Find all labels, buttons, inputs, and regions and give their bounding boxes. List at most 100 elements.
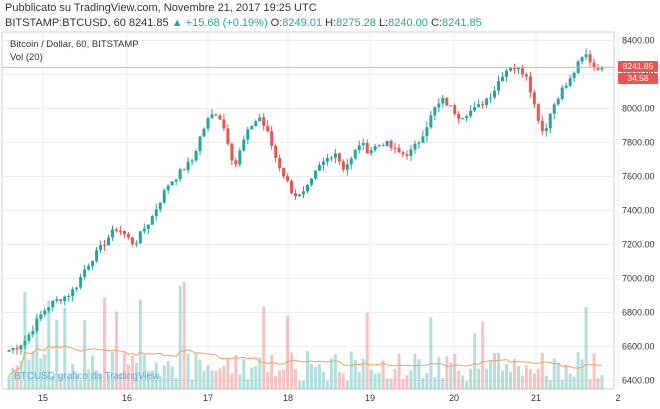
candle-body: [473, 107, 477, 111]
volume-bar: [528, 368, 532, 389]
volume-bar: [437, 356, 441, 389]
candle-body: [214, 114, 218, 116]
x-tick-label: 19: [365, 393, 375, 403]
volume-bar: [110, 352, 114, 389]
candle-body: [51, 300, 55, 308]
candle-body: [226, 128, 230, 144]
candle-body: [481, 104, 485, 106]
candle-body: [556, 98, 560, 105]
volume-bar: [540, 353, 544, 389]
volume-bar: [485, 368, 489, 389]
countdown-tag: 34:58: [618, 73, 658, 85]
candle-body: [421, 136, 425, 143]
candle-body: [174, 179, 178, 182]
y-tick-label: 6400.00: [622, 376, 655, 386]
candles: [7, 48, 604, 355]
candle-body: [588, 54, 592, 63]
volume-bar: [369, 369, 373, 389]
volume-bar: [377, 372, 381, 389]
candle-body: [457, 113, 461, 119]
volume-bar: [178, 285, 182, 389]
candle-body: [580, 57, 584, 62]
candle-body: [445, 98, 449, 106]
candle-body: [600, 67, 604, 70]
candle-body: [302, 191, 306, 195]
candle-body: [7, 349, 11, 352]
candle-body: [294, 193, 298, 197]
volume-bar: [230, 373, 234, 389]
candle-body: [23, 340, 27, 346]
volume-bar: [373, 373, 377, 389]
candle-body: [142, 228, 146, 232]
symbol-label: BITSTAMP:BTCUSD, 60: [5, 17, 126, 29]
volume-bar: [536, 368, 540, 389]
candle-body: [95, 250, 99, 262]
volume-bar: [445, 356, 449, 389]
candle-body: [429, 115, 433, 128]
candle-body: [166, 185, 170, 191]
candle-body: [15, 347, 19, 350]
price-axis[interactable]: 8400.008200.008000.007800.007600.007400.…: [622, 36, 655, 386]
volume-bar: [142, 355, 146, 389]
volume-bar: [409, 370, 413, 389]
candle-body: [381, 145, 385, 147]
volume-bar: [71, 363, 75, 389]
volume-bar: [449, 362, 453, 389]
high-value: 8275.28: [336, 17, 376, 29]
volume-legend: Vol (20): [10, 52, 43, 63]
candle-body: [357, 145, 361, 151]
candle-body: [186, 161, 190, 171]
candle-body: [345, 164, 349, 170]
candle-body: [504, 70, 508, 77]
volume-bar: [146, 370, 150, 389]
candle-body: [290, 180, 294, 194]
candle-body: [67, 296, 71, 298]
volume-bar: [162, 365, 166, 389]
candle-body: [385, 140, 389, 146]
volume-bar: [600, 375, 604, 389]
volume-bar: [481, 321, 485, 389]
candle-body: [262, 117, 266, 126]
volume-bar: [397, 353, 401, 389]
candle-body: [75, 287, 79, 290]
volume-bar: [130, 356, 134, 389]
volume-bar: [158, 376, 162, 389]
volume-bar: [222, 365, 226, 389]
candle-body: [524, 74, 528, 77]
candle-body: [118, 230, 122, 232]
candle-body: [373, 146, 377, 151]
candle-body: [27, 334, 31, 341]
candle-body: [349, 158, 353, 165]
candle-body: [365, 142, 369, 154]
volume-bar: [298, 380, 302, 389]
volume-bar: [493, 353, 497, 389]
volume-bar: [309, 364, 313, 389]
time-axis[interactable]: 15 16 17 18 19 20 21 2: [38, 393, 621, 403]
volume-bar: [126, 364, 130, 389]
candle-body: [313, 170, 317, 179]
volume-bar: [103, 297, 107, 389]
x-tick-label: 21: [531, 393, 541, 403]
watermark[interactable]: BTCUSD grafico da TradingView: [14, 371, 160, 382]
volume-bar: [27, 359, 31, 389]
volume-bar: [365, 312, 369, 389]
volume-bar: [520, 375, 524, 389]
volume-bar: [325, 380, 329, 389]
candle-body: [361, 142, 365, 146]
candle-body: [369, 150, 373, 154]
volume-bar: [218, 368, 222, 389]
candle-body: [512, 67, 516, 70]
candle-body: [31, 330, 35, 335]
volume-bar: [564, 364, 568, 389]
volume-bar: [166, 361, 170, 389]
volume-bar: [7, 375, 11, 389]
volume-bar: [341, 373, 345, 389]
volume-bar: [417, 359, 421, 389]
volume-bar: [290, 352, 294, 389]
candle-body: [210, 114, 214, 119]
volume-bar: [461, 375, 465, 389]
candle-body: [246, 129, 250, 140]
y-tick-label: 7200.00: [622, 240, 655, 250]
volume-bar: [512, 358, 516, 389]
